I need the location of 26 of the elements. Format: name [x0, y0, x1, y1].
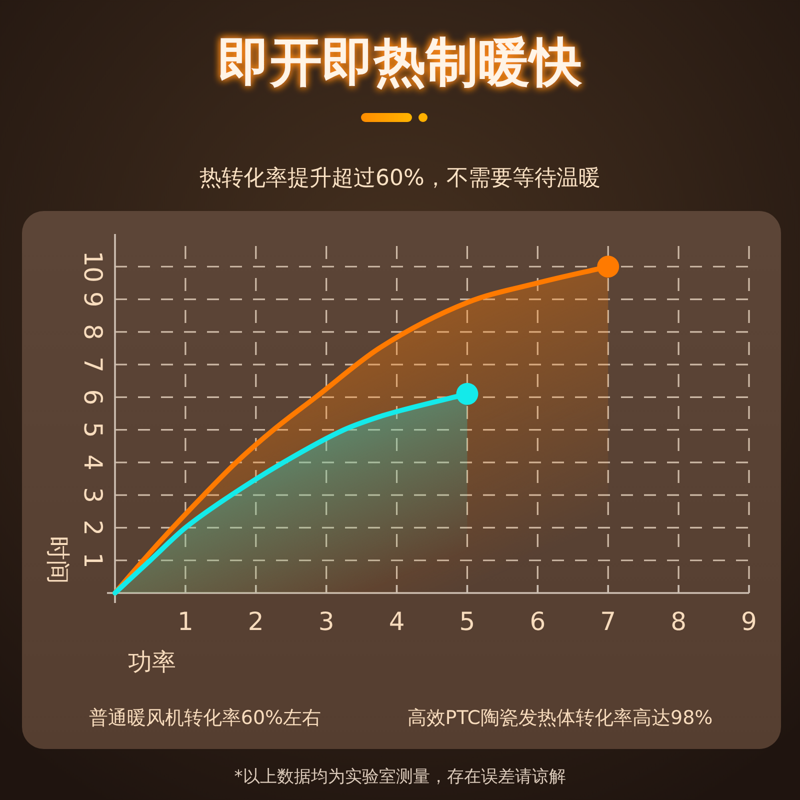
x-tick-label: 9 [741, 607, 757, 636]
chart-subtitle: 热转化率提升超过60%，不需要等待温暖 [200, 166, 600, 191]
text: 高效PTC陶瓷发热体转化率高达98% [407, 707, 713, 729]
x-tick-label: 3 [318, 607, 334, 636]
x-tick-label: 2 [248, 607, 264, 636]
y-tick-label: 1 [78, 552, 108, 568]
chart-title: 即开即热制暖快 [218, 33, 583, 93]
text: *以上数据均为实验室测量，存在误差请谅解 [234, 767, 566, 787]
y-tick-label: 3 [78, 487, 108, 504]
y-tick-label: 6 [78, 389, 108, 406]
y-tick-label: 2 [78, 520, 108, 536]
y-tick-label: 4 [78, 454, 108, 470]
y-tick-label: 5 [78, 422, 108, 438]
x-tick-label: 8 [670, 607, 687, 636]
text: 普通暖风机转化率60%左右 [88, 707, 322, 729]
x-tick-label: 4 [388, 607, 405, 636]
x-tick-label: 5 [459, 607, 476, 636]
y-tick-label: 8 [78, 324, 108, 340]
x-axis-title: 功率 [128, 648, 176, 676]
x-tick-label: 7 [600, 607, 616, 636]
y-axis-title: 时间 [44, 536, 72, 584]
x-tick-label: 1 [177, 607, 194, 636]
y-tick-label: 9 [78, 291, 108, 308]
y-tick-label: 10 [78, 250, 108, 283]
x-tick-label: 6 [530, 607, 546, 636]
y-tick-label: 7 [78, 356, 108, 372]
